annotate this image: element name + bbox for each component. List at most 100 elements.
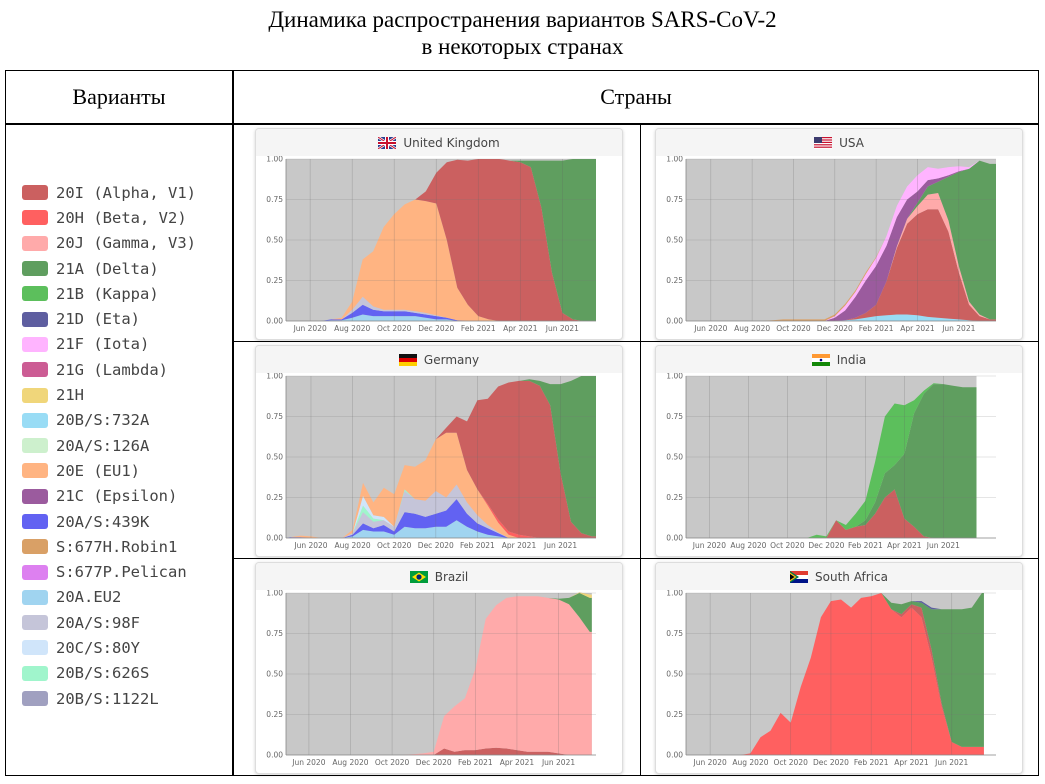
y-tick-label: 0.75 xyxy=(666,629,683,638)
legend-label: 20A/S:98F xyxy=(56,613,140,632)
x-tick-label: Oct 2020 xyxy=(776,324,811,333)
y-tick-label: 1.00 xyxy=(666,590,683,598)
legend-item: 21H xyxy=(22,382,227,407)
legend-item: 21G (Lambda) xyxy=(22,357,227,382)
y-tick-label: 0.75 xyxy=(266,195,283,204)
legend-item: 20A/S:98F xyxy=(22,610,227,635)
x-tick-label: Jun 2020 xyxy=(293,541,327,550)
x-tick-label: Oct 2020 xyxy=(375,758,410,767)
legend-label: 21D (Eta) xyxy=(56,310,140,329)
x-tick-label: Jun 2020 xyxy=(692,541,726,550)
x-tick-label: Jun 2020 xyxy=(291,758,325,767)
legend-item: 21C (Epsilon) xyxy=(22,484,227,509)
x-tick-label: Aug 2020 xyxy=(730,541,766,550)
legend-swatch xyxy=(22,564,48,580)
legend-label: 20A/S:439K xyxy=(56,512,150,531)
legend-swatch xyxy=(22,311,48,327)
y-tick-label: 1.00 xyxy=(266,156,283,164)
y-tick-label: 0.50 xyxy=(666,453,683,462)
stacked-area-chart: 0.00 0.25 0.50 0.75 1.00 Jun 2020 Aug 2020 Oct … xyxy=(266,590,596,767)
x-tick-label: Aug 2020 xyxy=(732,758,768,767)
country-column-divider xyxy=(640,124,641,776)
area-series-20h-beta-v2- xyxy=(686,593,984,755)
y-tick-label: 0.25 xyxy=(266,710,283,719)
x-tick-label: Dec 2020 xyxy=(418,324,454,333)
x-tick-label: Feb 2021 xyxy=(458,758,493,767)
area-series-20a-s-439k xyxy=(286,499,596,538)
y-tick-label: 1.00 xyxy=(666,156,683,164)
legend-label: 20E (EU1) xyxy=(56,461,140,480)
x-tick-label: Feb 2021 xyxy=(854,758,889,767)
flag-br-icon xyxy=(409,570,428,583)
area-series-20e-eu1- xyxy=(286,199,596,321)
y-tick-label: 1.00 xyxy=(266,590,283,598)
x-tick-label: Jun 2021 xyxy=(543,541,577,550)
x-tick-label: Apr 2021 xyxy=(503,324,538,333)
y-tick-label: 0.75 xyxy=(266,629,283,638)
chart-title: India xyxy=(836,352,867,367)
header-variants: Варианты xyxy=(72,84,166,109)
legend-label: 20A.EU2 xyxy=(56,588,122,607)
chart-title: South Africa xyxy=(815,569,888,584)
area-series-20i-alpha-v1- xyxy=(286,747,592,755)
area-series-20b-s-732a xyxy=(686,314,996,321)
legend-item: 21A (Delta) xyxy=(22,256,227,281)
x-tick-label: Dec 2020 xyxy=(418,541,454,550)
y-tick-label: 0.50 xyxy=(266,236,283,245)
area-series-21c-epsilon- xyxy=(686,160,996,321)
x-tick-label: Jun 2021 xyxy=(545,324,579,333)
legend-label: 21B (Kappa) xyxy=(56,284,159,303)
area-series-21a-delta- xyxy=(286,376,596,538)
x-tick-label: Jun 2021 xyxy=(541,758,575,767)
x-tick-label: Apr 2021 xyxy=(900,324,935,333)
area-series-20i-alpha-v1- xyxy=(286,380,596,538)
legend-swatch xyxy=(22,615,48,631)
y-tick-label: 0.50 xyxy=(666,236,683,245)
legend-swatch xyxy=(22,488,48,504)
x-tick-label: Dec 2020 xyxy=(416,758,452,767)
legend-swatch xyxy=(22,412,48,428)
legend-swatch xyxy=(22,438,48,454)
chart-header: United Kingdom xyxy=(256,129,622,156)
chart-card-za: South Africa 0.00 0.25 0.50 0.75 1.00 Jun 2020… xyxy=(655,562,1023,774)
area-series-21a-delta- xyxy=(686,160,996,321)
y-tick-label: 0.50 xyxy=(666,670,683,679)
x-tick-label: Feb 2021 xyxy=(461,324,496,333)
variants-table xyxy=(5,70,1039,776)
stacked-area-chart: 0.00 0.25 0.50 0.75 1.00 Jun 2020 Aug 2020 Oct … xyxy=(666,156,996,333)
x-tick-label: Aug 2020 xyxy=(335,541,371,550)
area-series-20a-eu2 xyxy=(286,314,596,321)
legend-item: 20B/S:626S xyxy=(22,661,227,686)
x-tick-label: Aug 2020 xyxy=(334,324,370,333)
x-tick-label: Jun 2021 xyxy=(926,541,960,550)
row-divider xyxy=(233,341,1039,342)
x-tick-label: Jun 2020 xyxy=(693,758,727,767)
legend-item: S:677H.Robin1 xyxy=(22,534,227,559)
y-tick-label: 0.25 xyxy=(266,493,283,502)
document-subtitle: в некоторых странах xyxy=(421,34,624,59)
x-tick-label: Jun 2020 xyxy=(693,324,727,333)
legend-swatch xyxy=(22,589,48,605)
legend-item: 20A/S:439K xyxy=(22,509,227,534)
chart-title: Brazil xyxy=(434,569,469,584)
legend-item: 20B/S:732A xyxy=(22,408,227,433)
chart-card-us: USA 0.00 0.25 0.50 0.75 1.00 Jun 2020 Aug 2020 O… xyxy=(655,128,1023,340)
flag-in-icon xyxy=(811,353,830,366)
legend-label: S:677P.Pelican xyxy=(56,563,187,582)
chart-header: Germany xyxy=(256,346,622,373)
legend-swatch xyxy=(22,387,48,403)
x-tick-label: Jun 2021 xyxy=(941,324,975,333)
legend-swatch xyxy=(22,514,48,529)
area-series-20i-alpha-v1- xyxy=(686,209,996,321)
y-tick-label: 0.50 xyxy=(266,670,283,679)
stacked-area-chart: 0.00 0.25 0.50 0.75 1.00 Jun 2020 Aug 2020 Oct … xyxy=(666,373,996,550)
legend-label: 20A/S:126A xyxy=(56,436,150,455)
y-tick-label: 0.00 xyxy=(666,534,683,543)
legend-item: 20C/S:80Y xyxy=(22,635,227,660)
variant-legend: 20I (Alpha, V1) 20H (Beta, V2) 20J (Gamma,… xyxy=(22,180,227,711)
legend-label: 20B/S:626S xyxy=(56,664,150,683)
area-series-21a-delta- xyxy=(286,159,596,321)
legend-item: 20I (Alpha, V1) xyxy=(22,180,227,205)
chart-card-de: Germany 0.00 0.25 0.50 0.75 1.00 Jun 2020 Aug 2… xyxy=(255,345,623,557)
legend-swatch xyxy=(22,286,48,302)
